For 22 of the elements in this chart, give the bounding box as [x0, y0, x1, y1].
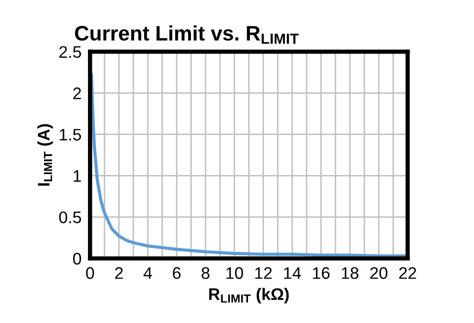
y-tick-label: 2.5	[59, 46, 82, 58]
y-axis-title: I$_{LIMIT}$ (A)	[37, 124, 53, 186]
x-tick-label: 8	[202, 267, 210, 279]
x-tick-label: 6	[172, 267, 181, 279]
x-tick-label: 22	[399, 267, 416, 279]
x-tick-label: 2	[115, 267, 123, 279]
y-tick-label: 0.5	[59, 211, 82, 224]
y-tick-label: 0	[73, 252, 82, 265]
x-tick-label: 4	[144, 267, 152, 279]
x-tick-label: 12	[255, 267, 272, 279]
x-axis-title: R$_{LIMIT}$ (kΩ)	[209, 288, 289, 304]
y-tick-label: 2	[73, 87, 81, 100]
chart-title: Current Limit vs. R$_{LIMIT}$	[75, 25, 299, 44]
x-tick-label: 0	[86, 267, 94, 279]
x-tick-label: 10	[226, 267, 244, 279]
x-tick-label: 18	[342, 267, 358, 279]
x-tick-label: 14	[284, 267, 301, 279]
x-tick-label: 16	[313, 267, 330, 279]
y-tick-label: 1.5	[60, 128, 82, 141]
x-tick-label: 20	[370, 267, 388, 279]
line-series	[90, 73, 408, 258]
y-tick-label: 1	[74, 170, 81, 182]
